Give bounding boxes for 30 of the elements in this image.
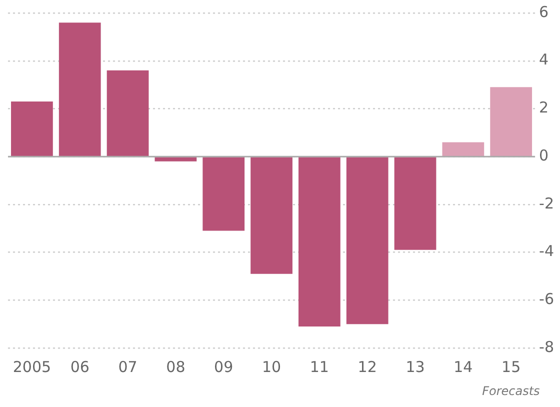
y-tick-label: -6 [539, 290, 554, 308]
bar [490, 87, 532, 156]
y-tick-label: 4 [539, 50, 549, 69]
bar [58, 22, 101, 156]
bar [250, 157, 292, 274]
bar [394, 157, 436, 250]
bar [202, 157, 245, 231]
x-tick-label: 10 [262, 358, 282, 376]
y-tick-label: 2 [539, 98, 549, 117]
y-tick-label: 6 [539, 2, 549, 21]
x-tick-label: 14 [454, 358, 473, 376]
y-tick-label: -4 [539, 242, 554, 260]
x-tick-label: 09 [214, 358, 234, 376]
x-tick-label: 07 [118, 358, 138, 376]
text: Forecasts [482, 384, 540, 398]
x-tick-label: 15 [502, 358, 521, 376]
x-tick-label: 06 [70, 358, 90, 376]
x-tick-label: 11 [310, 358, 329, 376]
x-tick-label: 2005 [12, 358, 52, 376]
bar [442, 142, 484, 156]
bar [11, 102, 53, 156]
bar [346, 157, 388, 324]
y-tick-label: -8 [539, 338, 554, 356]
y-tick-label: 0 [539, 146, 549, 164]
x-tick-label: 08 [166, 358, 186, 376]
x-tick-label: 13 [406, 358, 425, 376]
bar [106, 70, 149, 156]
x-tick-label: 12 [358, 358, 377, 376]
bar [298, 157, 340, 326]
y-tick-label: -2 [539, 194, 554, 212]
